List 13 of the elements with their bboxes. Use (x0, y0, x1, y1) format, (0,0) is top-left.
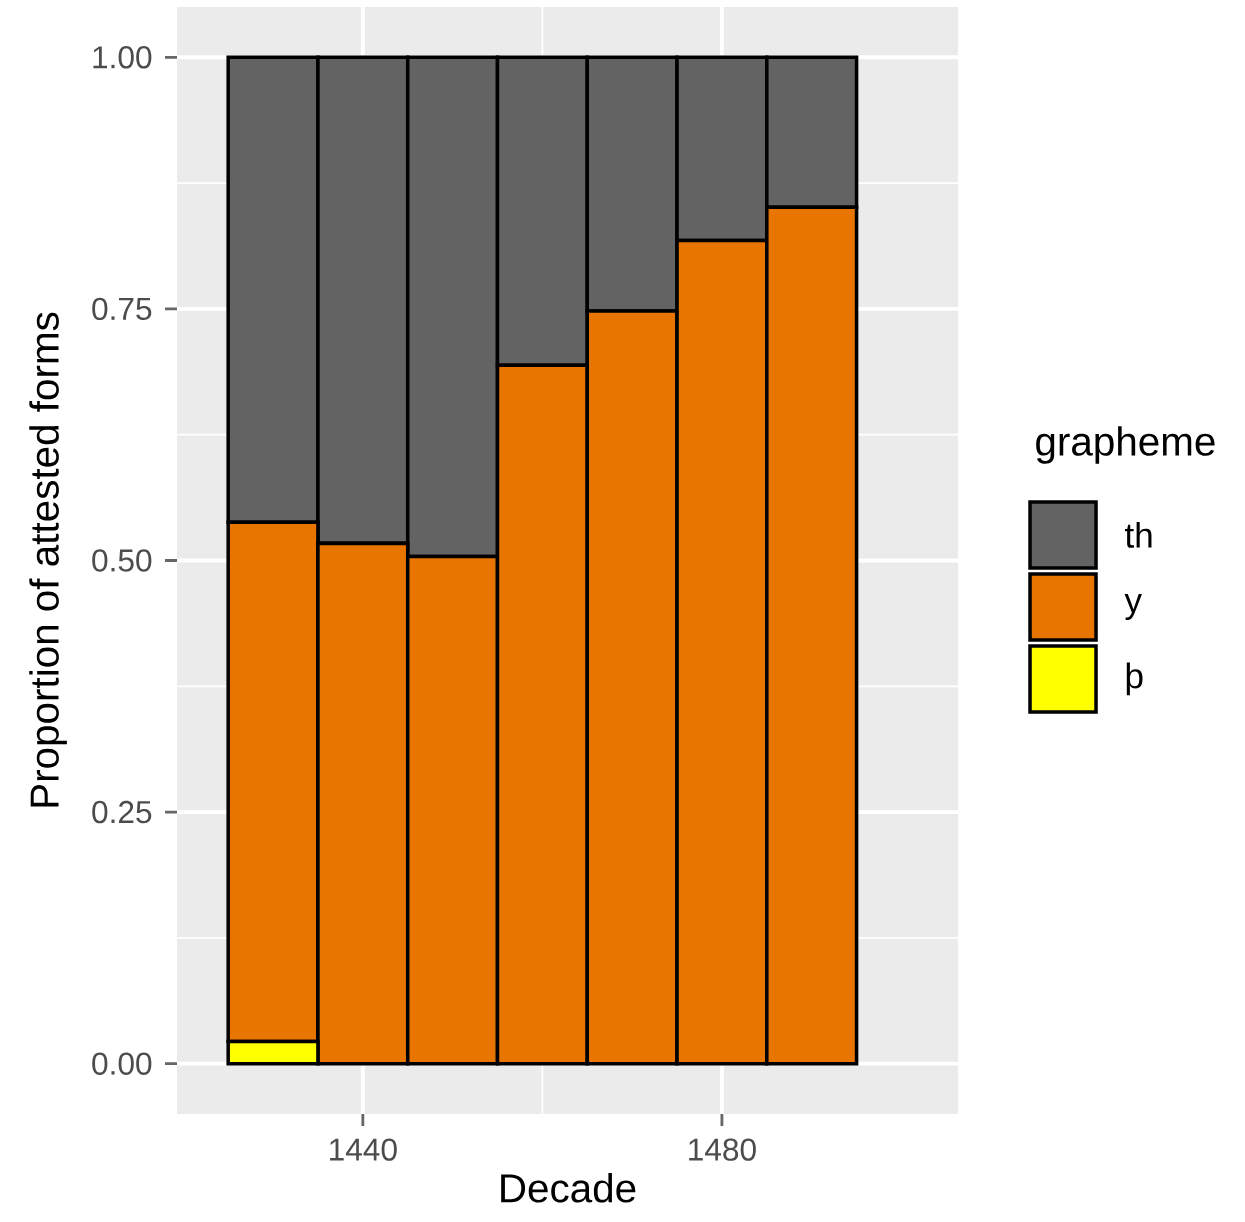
y-axis-title: Proportion of attested forms (29, 312, 67, 807)
y-tick-label: 0.25 (92, 800, 152, 824)
legend-label: th (1124, 522, 1152, 548)
x-axis-title: Decade (501, 1172, 636, 1203)
y-tick-label: 0.00 (92, 1052, 152, 1075)
y-tick-label: 0.75 (92, 297, 152, 321)
y-tick-label: 1.00 (93, 46, 152, 69)
legend-label: y (1124, 594, 1142, 620)
x-tick-label: 1480 (689, 1138, 756, 1161)
legend-label: þ (1126, 662, 1143, 696)
x-tick-label: 1440 (330, 1138, 397, 1161)
y-tick-label: 0.50 (92, 549, 152, 572)
legend-title: grapheme (1036, 426, 1215, 464)
